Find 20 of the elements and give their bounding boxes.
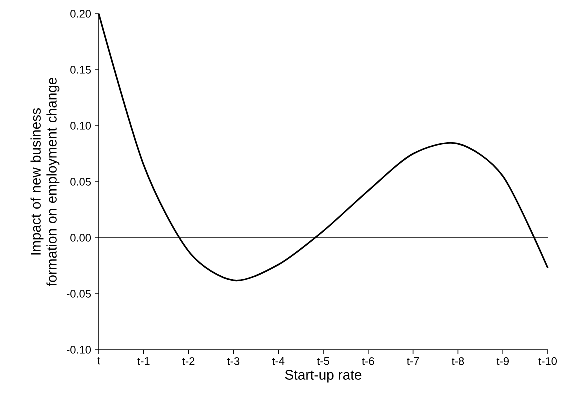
x-tick-label: t-10 <box>538 358 558 366</box>
x-tick-label: t-3 <box>227 358 240 366</box>
x-tick-label: t-7 <box>407 358 420 366</box>
y-tick-label: 0.00 <box>70 234 92 242</box>
x-tick-label: t-8 <box>452 358 464 366</box>
x-axis-title: Start-up rate <box>285 370 362 383</box>
y-tick-label: -0.10 <box>67 346 92 354</box>
y-tick-label: 0.15 <box>70 66 92 74</box>
x-tick-label: t-1 <box>138 358 150 366</box>
x-tick-label: t-2 <box>182 358 195 366</box>
x-tick-label: t-5 <box>317 358 330 366</box>
x-tick-label: t-9 <box>496 358 509 366</box>
x-tick-label: t <box>98 358 100 365</box>
y-axis-title: Impact of new business formation on employment change <box>30 78 60 286</box>
y-tick-label: 0.20 <box>70 10 92 18</box>
y-tick-label: 0.10 <box>70 122 92 130</box>
y-tick-label: 0.05 <box>70 178 92 186</box>
y-tick-label: -0.05 <box>67 290 92 298</box>
x-tick-label: t-6 <box>362 358 374 366</box>
x-tick-label: t-4 <box>272 358 285 366</box>
